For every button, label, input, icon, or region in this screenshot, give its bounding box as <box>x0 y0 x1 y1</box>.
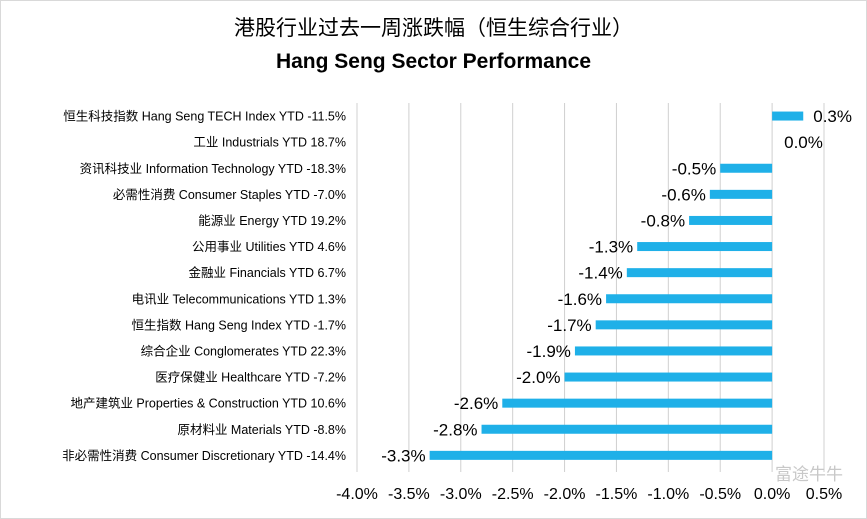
data-label: -1.3% <box>589 238 633 257</box>
bar <box>502 398 773 408</box>
category-label: 资讯科技业 Information Technology YTD -18.3% <box>80 162 346 176</box>
data-label: -0.6% <box>661 185 705 204</box>
category-label: 电讯业 Telecommunications YTD 1.3% <box>132 292 346 306</box>
data-label: 0.0% <box>784 133 823 152</box>
category-label: 恒生指数 Hang Seng Index YTD -1.7% <box>132 317 346 332</box>
category-label: 医疗保健业 Healthcare YTD -7.2% <box>155 371 346 385</box>
data-label: -1.4% <box>578 264 622 283</box>
bar <box>564 372 773 382</box>
bar <box>606 294 773 304</box>
category-label: 原材料业 Materials YTD -8.8% <box>177 423 346 437</box>
bar <box>626 268 773 278</box>
x-tick-label: -2.0% <box>544 486 586 503</box>
data-label: -3.3% <box>381 446 425 465</box>
category-label: 必需性消费 Consumer Staples YTD -7.0% <box>113 188 346 202</box>
watermark: 富途牛牛 <box>775 465 843 485</box>
bar <box>429 450 773 460</box>
data-label: -2.8% <box>433 420 477 439</box>
bar <box>574 346 773 356</box>
category-label: 公用事业 Utilities YTD 4.6% <box>192 240 346 254</box>
chart-title-english: Hang Seng Sector Performance <box>275 50 592 73</box>
x-tick-label: -3.5% <box>388 486 430 503</box>
bar <box>689 215 773 225</box>
category-label: 恒生科技指数 Hang Seng TECH Index YTD -11.5% <box>63 109 346 124</box>
data-label: -2.6% <box>454 394 498 413</box>
bar <box>595 320 773 330</box>
x-tick-label: -4.0% <box>336 486 378 503</box>
chart-title-chinese: 港股行业过去一周涨跌幅（恒生综合行业） <box>234 16 633 40</box>
data-label: 0.3% <box>813 107 852 126</box>
bar <box>637 242 773 252</box>
category-label: 工业 Industrials YTD 18.7% <box>193 136 346 150</box>
x-tick-label: -2.5% <box>492 486 534 503</box>
x-tick-label: -1.5% <box>596 486 638 503</box>
category-label: 综合企业 Conglomerates YTD 22.3% <box>141 343 346 358</box>
x-tick-label: 0.0% <box>754 486 790 503</box>
x-tick-label: 0.5% <box>806 486 842 503</box>
data-label: -0.5% <box>672 159 716 178</box>
data-label: -1.7% <box>547 316 591 335</box>
category-label: 金融业 Financials YTD 6.7% <box>189 265 346 280</box>
bar <box>481 424 773 434</box>
data-label: -2.0% <box>516 368 560 387</box>
bar <box>772 111 804 121</box>
data-label: -1.9% <box>527 342 571 361</box>
category-label: 非必需性消费 Consumer Discretionary YTD -14.4% <box>62 449 346 463</box>
x-tick-label: -0.5% <box>699 486 741 503</box>
bar <box>709 189 773 199</box>
category-label: 地产建筑业 Properties & Construction YTD 10.6… <box>70 396 346 411</box>
bar <box>720 163 773 173</box>
x-tick-label: -1.0% <box>647 486 689 503</box>
x-tick-label: -3.0% <box>440 486 482 503</box>
data-label: -0.8% <box>641 211 685 230</box>
category-label: 能源业 Energy YTD 19.2% <box>198 214 346 228</box>
data-label: -1.6% <box>558 290 602 309</box>
